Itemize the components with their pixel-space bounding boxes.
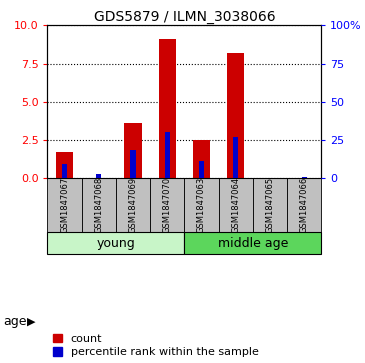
Bar — [62, 164, 67, 178]
Bar — [150, 178, 184, 232]
Text: middle age: middle age — [218, 237, 288, 250]
Bar — [130, 150, 135, 178]
Bar — [233, 137, 238, 178]
Bar — [184, 232, 321, 254]
Text: GSM1847068: GSM1847068 — [94, 177, 103, 233]
Text: GSM1847069: GSM1847069 — [128, 177, 138, 233]
Bar — [184, 178, 219, 232]
Bar — [193, 140, 210, 178]
Bar — [165, 132, 170, 178]
Bar — [124, 123, 142, 178]
Text: GSM1847067: GSM1847067 — [60, 177, 69, 233]
Bar — [96, 174, 101, 178]
Bar — [219, 178, 253, 232]
Text: GSM1847065: GSM1847065 — [265, 177, 274, 233]
Bar — [287, 178, 321, 232]
Legend: count, percentile rank within the sample: count, percentile rank within the sample — [53, 334, 259, 358]
Text: age: age — [4, 315, 27, 328]
Bar — [47, 232, 184, 254]
Bar — [199, 161, 204, 178]
Bar — [227, 53, 244, 178]
Text: ▶: ▶ — [27, 316, 36, 326]
Bar — [82, 178, 116, 232]
Bar — [301, 177, 307, 178]
Text: GSM1847070: GSM1847070 — [163, 177, 172, 233]
Bar — [159, 39, 176, 178]
Bar — [253, 178, 287, 232]
Text: GSM1847063: GSM1847063 — [197, 177, 206, 233]
Title: GDS5879 / ILMN_3038066: GDS5879 / ILMN_3038066 — [93, 11, 275, 24]
Bar — [56, 152, 73, 178]
Text: GSM1847066: GSM1847066 — [300, 177, 308, 233]
Text: young: young — [96, 237, 135, 250]
Bar — [47, 178, 82, 232]
Bar — [116, 178, 150, 232]
Text: GSM1847064: GSM1847064 — [231, 177, 240, 233]
